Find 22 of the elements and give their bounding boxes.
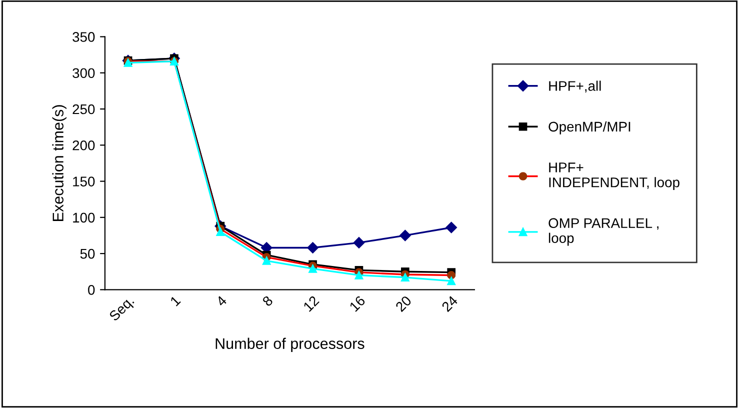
x-axis-title: Number of processors	[216, 338, 364, 352]
legend-label: OpenMP/MPI	[548, 121, 630, 134]
y-tick-label: 50	[80, 248, 95, 259]
x-tick-label: 4	[216, 295, 228, 307]
x-tick-label: 20	[394, 295, 412, 312]
x-tick-label: 16	[349, 295, 366, 312]
y-tick-label: 0	[88, 285, 95, 295]
legend-label: HPF+ INDEPENDENT, loop	[549, 162, 680, 190]
y-tick-label: 100	[73, 212, 95, 223]
x-tick-label: 12	[302, 295, 320, 312]
y-tick-label: 200	[72, 140, 95, 150]
y-tick-label: 300	[72, 68, 95, 78]
y-axis-title: Execution time(s)	[52, 105, 66, 221]
x-tick-label: 24	[441, 295, 458, 312]
legend-label: HPF+,all	[549, 80, 601, 93]
y-tick-label: 150	[73, 176, 95, 186]
x-tick-label: 8	[262, 295, 274, 307]
y-tick-label: 250	[72, 104, 95, 114]
y-tick-label: 350	[72, 32, 95, 42]
legend-label: OMP PARALLEL , loop	[548, 218, 658, 246]
x-tick-label: 1	[170, 295, 181, 306]
x-tick-label: Seq.	[108, 296, 136, 324]
